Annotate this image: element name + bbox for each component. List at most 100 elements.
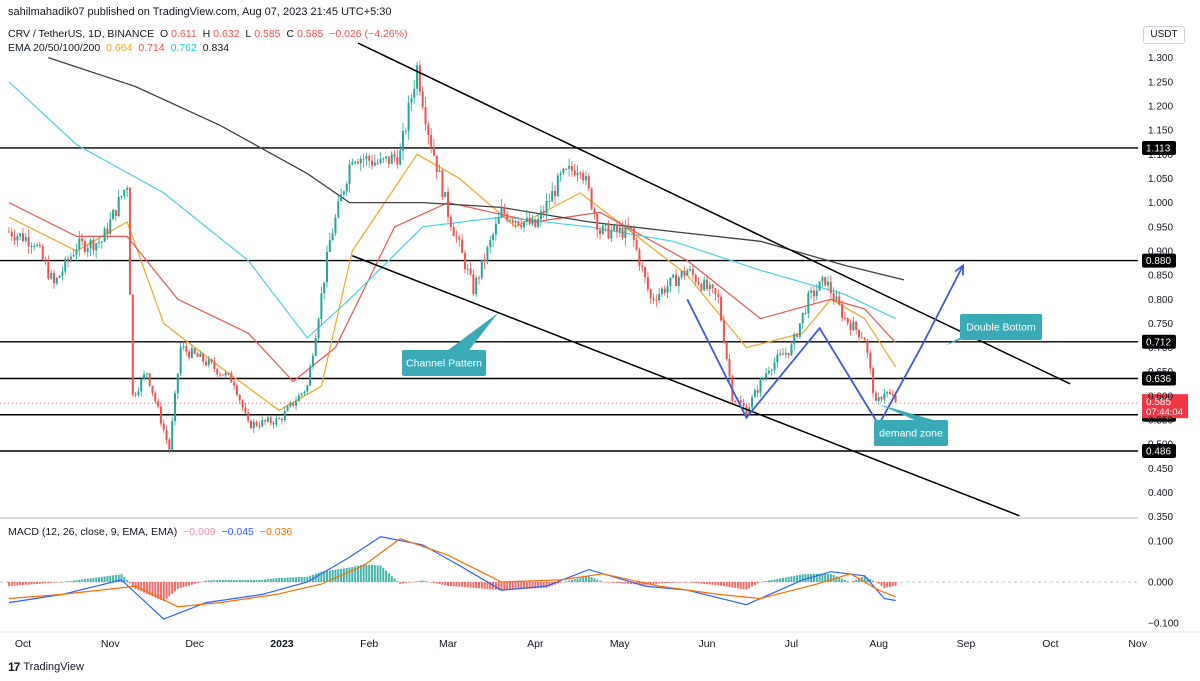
- candle-up: [629, 227, 632, 229]
- price-tick-label: 0.900: [1148, 246, 1173, 257]
- macd-histogram-bar: [587, 575, 590, 582]
- macd-histogram-bar: [767, 580, 770, 582]
- macd-histogram-bar: [61, 582, 64, 583]
- price-tick-label: 0.400: [1148, 488, 1173, 499]
- macd-histogram-bar: [751, 582, 754, 587]
- candle-up: [311, 355, 314, 367]
- macd-histogram-bar: [407, 582, 410, 583]
- macd-histogram-bar: [134, 582, 137, 589]
- macd-histogram-bar: [838, 577, 841, 582]
- macd-histogram-bar: [67, 581, 70, 582]
- candle-up: [182, 346, 185, 348]
- macd-histogram-bar: [103, 576, 106, 582]
- macd-histogram-bar: [159, 582, 162, 600]
- candle-up: [708, 284, 711, 290]
- candle-down: [697, 281, 700, 285]
- candle-up: [407, 102, 410, 131]
- candle-down: [371, 160, 374, 166]
- macd-histogram-bar: [880, 582, 883, 586]
- candle-up: [331, 233, 334, 241]
- candle-up: [559, 173, 562, 176]
- macd-histogram-bar: [207, 580, 210, 582]
- macd-histogram-bar: [742, 582, 745, 590]
- candle-up: [753, 390, 756, 398]
- ema-legend: EMA 20/50/100/200 0.664 0.714 0.762 0.83…: [8, 42, 232, 54]
- candle-up: [345, 183, 348, 192]
- candle-up: [69, 256, 72, 261]
- macd-histogram-bar: [421, 580, 424, 582]
- candle-down: [739, 400, 742, 404]
- channel-upper-line: [357, 42, 1071, 385]
- macd-histogram-bar: [168, 582, 171, 597]
- candle-down: [452, 227, 455, 236]
- macd-histogram-bar: [534, 582, 537, 589]
- macd-histogram-bar: [784, 577, 787, 582]
- candle-up: [261, 420, 264, 427]
- time-tick-label: Feb: [360, 638, 378, 650]
- macd-histogram-bar: [624, 582, 627, 584]
- macd-histogram-bar: [528, 582, 531, 589]
- macd-histogram-bar: [480, 582, 483, 589]
- macd-histogram-bar: [219, 579, 222, 582]
- macd-histogram-bar: [523, 582, 526, 589]
- macd-histogram-bar: [857, 578, 860, 582]
- level-tag-label: 0.712: [1146, 337, 1171, 348]
- macd-histogram-bar: [44, 582, 47, 584]
- candle-up: [171, 421, 174, 450]
- ema-label[interactable]: EMA 20/50/100/200: [8, 42, 101, 54]
- macd-histogram-bar: [24, 582, 27, 585]
- candle-down: [857, 330, 860, 338]
- candle-down: [154, 393, 157, 402]
- macd-histogram-bar: [604, 582, 607, 583]
- macd-histogram-bar: [114, 574, 117, 582]
- candle-down: [238, 394, 241, 401]
- macd-histogram-bar: [247, 579, 250, 582]
- macd-histogram-bar: [123, 577, 126, 582]
- ema100-value: 0.762: [170, 42, 197, 54]
- candle-down: [241, 400, 244, 408]
- macd-histogram-bar: [731, 582, 734, 588]
- candle-down: [720, 296, 723, 321]
- candle-down: [869, 352, 872, 369]
- macd-histogram-bar: [216, 580, 219, 582]
- candle-down: [52, 273, 55, 284]
- ema20-value: 0.664: [106, 42, 133, 54]
- macd-histogram-bar: [705, 582, 708, 585]
- macd-label[interactable]: MACD (12, 26, close, 9, EMA, EMA): [8, 526, 178, 538]
- macd-histogram-bar: [342, 568, 345, 582]
- candle-up: [97, 242, 100, 244]
- candle-down: [894, 395, 897, 402]
- macd-histogram-bar: [883, 582, 886, 589]
- candle-down: [41, 246, 44, 260]
- candle-down: [249, 420, 252, 429]
- macd-histogram-bar: [117, 574, 120, 582]
- candle-up: [492, 234, 495, 241]
- candle-up: [120, 196, 123, 198]
- candle-up: [810, 290, 813, 293]
- macd-histogram-bar: [700, 582, 703, 584]
- symbol-name[interactable]: CRV / TetherUS, 1D, BINANCE: [8, 28, 155, 40]
- candle-up: [382, 158, 385, 160]
- macd-histogram-bar: [787, 576, 790, 582]
- macd-histogram-bar: [573, 579, 576, 582]
- candle-down: [278, 418, 281, 420]
- macd-histogram-bar: [75, 580, 78, 582]
- macd-histogram-bar: [689, 582, 692, 583]
- macd-histogram-bar: [666, 582, 669, 584]
- candle-up: [354, 161, 357, 163]
- grid: [0, 517, 1200, 633]
- candle-up: [50, 273, 53, 279]
- macd-histogram-bar: [300, 576, 303, 582]
- ema50-line: [8, 201, 897, 383]
- currency-label[interactable]: USDT: [1143, 26, 1185, 44]
- macd-histogram-bar: [722, 582, 725, 587]
- candle-down: [621, 227, 624, 238]
- candle-up: [323, 282, 326, 294]
- candle-up: [64, 258, 67, 272]
- macd-histogram-bar: [427, 581, 430, 583]
- macd-histogram-bar: [148, 582, 151, 596]
- macd-histogram-bar: [128, 582, 131, 584]
- macd-histogram-bar: [95, 577, 98, 582]
- macd-histogram-bar: [221, 579, 224, 582]
